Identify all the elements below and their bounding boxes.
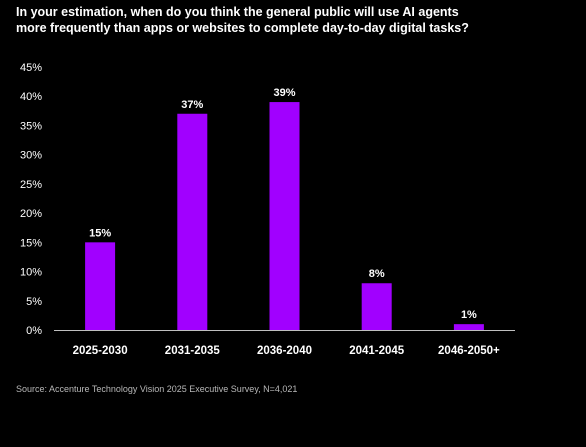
y-tick-label: 45% bbox=[20, 62, 42, 74]
bar bbox=[85, 242, 116, 330]
y-tick-label: 0% bbox=[26, 325, 42, 337]
x-tick-label: 2041-2045 bbox=[349, 345, 405, 357]
bar bbox=[453, 324, 484, 330]
y-tick-label: 30% bbox=[20, 150, 42, 162]
x-tick-label: 2046-2050+ bbox=[438, 345, 500, 357]
chart-title-line-2: more frequently than apps or websites to… bbox=[16, 21, 469, 35]
bar bbox=[177, 113, 208, 330]
y-tick-label: 25% bbox=[20, 179, 42, 191]
x-tick-label: 2036-2040 bbox=[257, 345, 312, 357]
data-label: 39% bbox=[273, 87, 295, 99]
data-label: 8% bbox=[369, 268, 385, 280]
bar bbox=[361, 283, 392, 330]
source-note: Source: Accenture Technology Vision 2025… bbox=[16, 384, 298, 394]
bar bbox=[269, 102, 300, 330]
y-tick-label: 35% bbox=[20, 120, 42, 132]
data-label: 15% bbox=[89, 227, 111, 239]
chart-title-line-1: In your estimation, when do you think th… bbox=[16, 5, 459, 19]
data-label: 37% bbox=[181, 99, 203, 111]
x-tick-label: 2025-2030 bbox=[73, 345, 128, 357]
y-tick-label: 10% bbox=[20, 267, 42, 279]
y-tick-label: 5% bbox=[26, 296, 42, 308]
y-tick-label: 15% bbox=[20, 237, 42, 249]
x-tick-label: 2031-2035 bbox=[165, 345, 221, 357]
y-tick-label: 40% bbox=[20, 91, 42, 103]
y-tick-label: 20% bbox=[20, 208, 42, 220]
data-label: 1% bbox=[461, 309, 477, 321]
chart-title: In your estimation, when do you think th… bbox=[16, 4, 576, 36]
